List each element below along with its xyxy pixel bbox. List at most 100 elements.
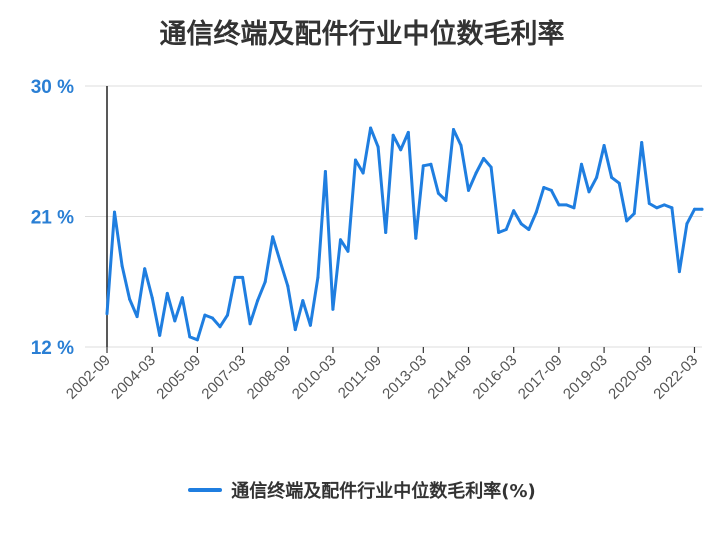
data-point bbox=[278, 260, 282, 263]
x-tick-label: 2005-09 bbox=[153, 352, 204, 403]
data-point bbox=[256, 299, 260, 303]
x-tick-label: 2022-03 bbox=[650, 352, 701, 403]
data-point bbox=[655, 206, 659, 210]
data-point bbox=[120, 264, 124, 268]
data-point bbox=[128, 297, 132, 301]
data-point bbox=[195, 338, 199, 342]
data-point bbox=[180, 296, 184, 300]
data-point bbox=[617, 181, 621, 185]
data-point bbox=[143, 267, 147, 271]
data-point bbox=[293, 328, 297, 332]
data-point bbox=[625, 219, 629, 223]
data-point bbox=[693, 207, 696, 211]
data-point bbox=[210, 316, 214, 320]
data-point bbox=[135, 315, 139, 319]
data-point bbox=[534, 210, 538, 214]
data-point bbox=[308, 323, 312, 327]
data-point bbox=[391, 133, 395, 137]
data-point bbox=[512, 209, 516, 213]
data-point bbox=[572, 206, 576, 210]
series-line bbox=[105, 126, 704, 342]
data-point bbox=[150, 296, 154, 300]
data-point bbox=[459, 144, 463, 147]
data-point bbox=[331, 307, 335, 311]
data-point bbox=[226, 313, 229, 317]
data-point bbox=[346, 249, 350, 253]
data-point bbox=[105, 312, 109, 316]
data-point bbox=[564, 203, 568, 207]
data-point bbox=[444, 199, 448, 202]
x-tick-labels: 2002-092004-032005-092007-032008-092010-… bbox=[63, 352, 701, 403]
data-point bbox=[316, 275, 320, 279]
y-tick-label: 12 % bbox=[31, 338, 74, 359]
data-point bbox=[452, 128, 455, 131]
data-point bbox=[354, 158, 357, 162]
data-point bbox=[670, 206, 674, 210]
data-point bbox=[188, 335, 192, 339]
data-point bbox=[436, 191, 440, 195]
data-point bbox=[399, 148, 403, 152]
y-tick-label: 21 % bbox=[31, 208, 74, 229]
data-point bbox=[263, 280, 267, 284]
data-point bbox=[467, 188, 470, 192]
data-point bbox=[406, 130, 410, 134]
x-tick-label: 2008-09 bbox=[244, 352, 295, 403]
data-point bbox=[549, 188, 553, 192]
data-point bbox=[587, 190, 591, 194]
data-point bbox=[158, 333, 162, 337]
data-point bbox=[248, 322, 252, 326]
data-point bbox=[542, 186, 546, 189]
data-point bbox=[610, 175, 614, 179]
data-point bbox=[482, 157, 486, 160]
data-point bbox=[474, 171, 478, 175]
x-tick-label: 2020-09 bbox=[605, 352, 656, 403]
data-point bbox=[504, 228, 508, 231]
data-point bbox=[376, 145, 380, 149]
data-point bbox=[271, 235, 275, 239]
x-tick-label: 2002-09 bbox=[63, 352, 114, 403]
x-tick-label: 2007-03 bbox=[198, 352, 249, 403]
data-point bbox=[602, 144, 606, 147]
data-point bbox=[519, 222, 523, 226]
data-point bbox=[421, 164, 425, 168]
x-tick-label: 2013-03 bbox=[379, 352, 430, 403]
data-point bbox=[685, 222, 689, 226]
data-point bbox=[361, 171, 365, 175]
data-point bbox=[286, 284, 290, 288]
data-point bbox=[384, 231, 388, 234]
data-point bbox=[113, 210, 116, 214]
data-point bbox=[489, 165, 493, 169]
data-point bbox=[647, 202, 651, 205]
data-point bbox=[595, 175, 599, 179]
data-point bbox=[662, 203, 666, 207]
data-point bbox=[580, 162, 583, 166]
data-point bbox=[640, 141, 644, 144]
y-tick-labels: 12 % 21 % 30 % bbox=[31, 77, 74, 359]
data-point bbox=[323, 170, 327, 173]
x-tick-label: 2016-03 bbox=[470, 352, 521, 403]
x-tick-label: 2017-09 bbox=[515, 352, 566, 403]
data-point bbox=[203, 313, 207, 317]
x-tick-label: 2014-09 bbox=[424, 352, 475, 403]
data-point bbox=[429, 162, 433, 166]
data-point bbox=[497, 231, 501, 234]
legend-label: 通信终端及配件行业中位数毛利率(%) bbox=[231, 481, 536, 502]
data-point bbox=[165, 291, 169, 295]
grid-lines bbox=[85, 85, 702, 348]
data-point bbox=[677, 270, 681, 274]
data-point bbox=[557, 203, 561, 207]
data-point bbox=[339, 238, 342, 242]
data-point bbox=[301, 299, 305, 303]
data-point bbox=[527, 228, 531, 231]
data-point bbox=[369, 126, 373, 130]
series-layer bbox=[105, 126, 704, 342]
data-point bbox=[632, 212, 636, 216]
x-tick-label: 2019-03 bbox=[560, 352, 611, 403]
axes bbox=[106, 86, 696, 353]
legend: 通信终端及配件行业中位数毛利率(%) bbox=[0, 477, 724, 503]
x-tick-label: 2010-03 bbox=[289, 352, 340, 403]
data-point bbox=[218, 325, 222, 329]
x-tick-label: 2011-09 bbox=[335, 352, 385, 402]
x-tick-label: 2004-03 bbox=[108, 352, 159, 403]
